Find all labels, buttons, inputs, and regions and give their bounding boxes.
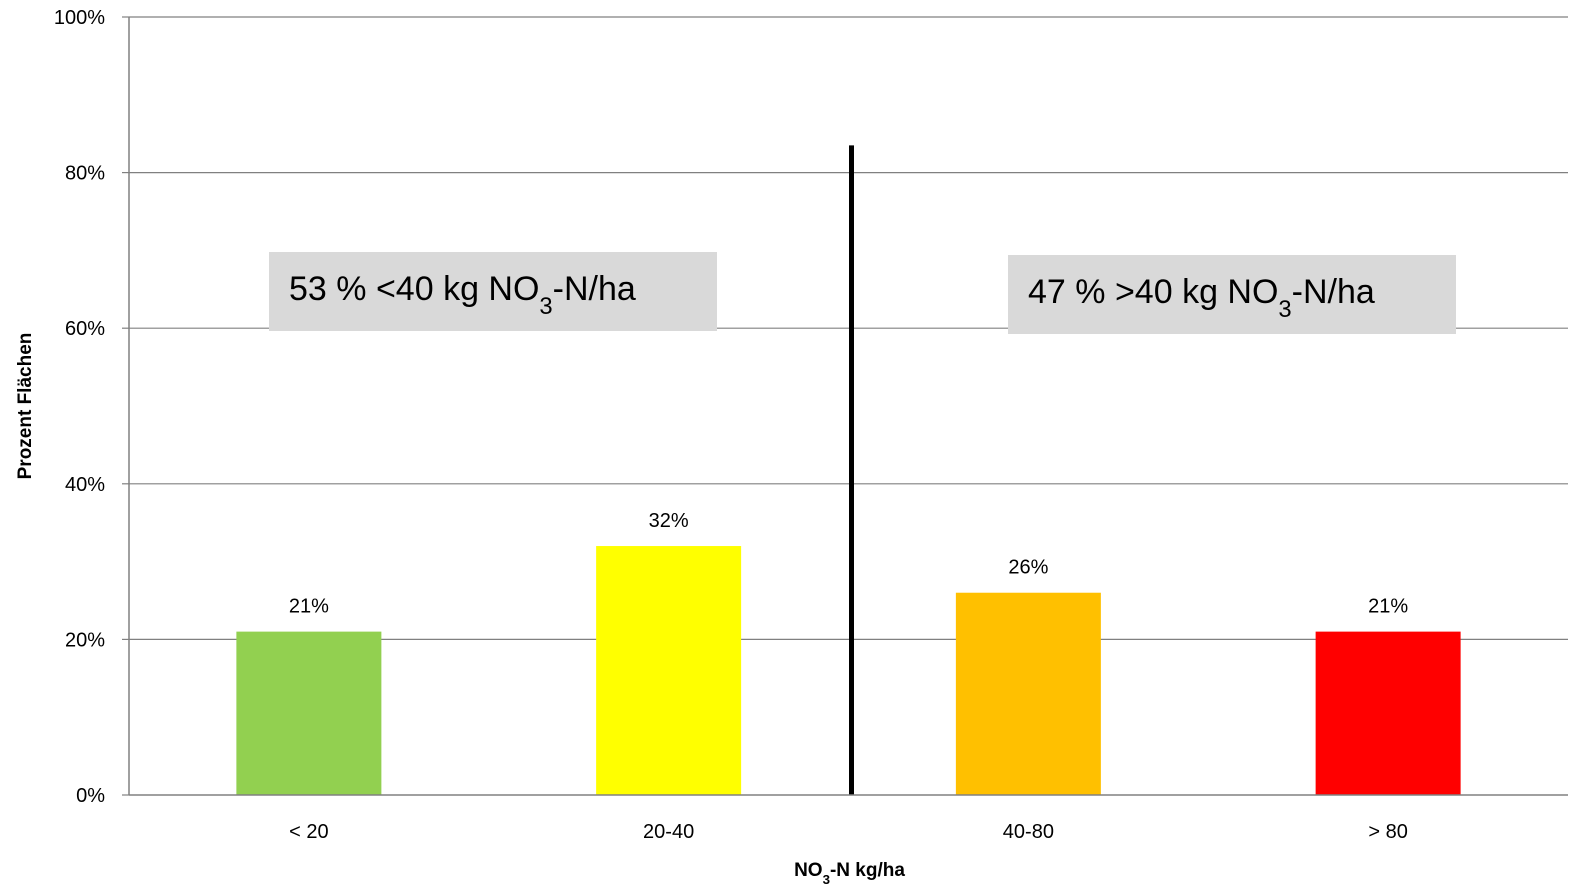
labels: 0% 20% 40% 60% 80% 100% 21% < 20 32% 20-40 26% 40-8… [15, 7, 1408, 887]
annotation-box [269, 252, 717, 331]
bars [236, 546, 1461, 795]
bar [955, 592, 1101, 795]
x-tick-label: > 80 [1368, 821, 1407, 843]
bar [1315, 631, 1461, 795]
annotation-box [1008, 255, 1456, 334]
x-tick-label: 40-80 [1003, 821, 1054, 843]
data-label: 26% [1008, 557, 1048, 579]
x-tick-label: < 20 [289, 821, 328, 843]
y-tick-label: 60% [65, 318, 105, 340]
x-tick-label: 20-40 [643, 821, 694, 843]
y-tick-label: 20% [65, 629, 105, 651]
data-label: 21% [289, 596, 329, 618]
annotation-text: 47 % >40 kg NO3-N/ha [1028, 273, 1375, 323]
y-tick-label: 40% [65, 474, 105, 496]
x-axis-title: NO3-N kg/ha [794, 860, 905, 887]
y-tick-label: 0% [76, 785, 105, 807]
bar [596, 546, 742, 795]
y-tick-label: 80% [65, 163, 105, 185]
y-tick-label: 100% [54, 7, 105, 29]
axes [122, 16, 1568, 796]
annotation-text: 53 % <40 kg NO3-N/ha [289, 270, 636, 320]
y-axis-title: Prozent Flächen [15, 333, 36, 480]
data-label: 32% [649, 510, 689, 532]
bar [236, 631, 382, 795]
annotations: 53 % <40 kg NO3-N/ha 47 % >40 kg NO3-N/ha [269, 145, 1456, 795]
data-label: 21% [1368, 596, 1408, 618]
